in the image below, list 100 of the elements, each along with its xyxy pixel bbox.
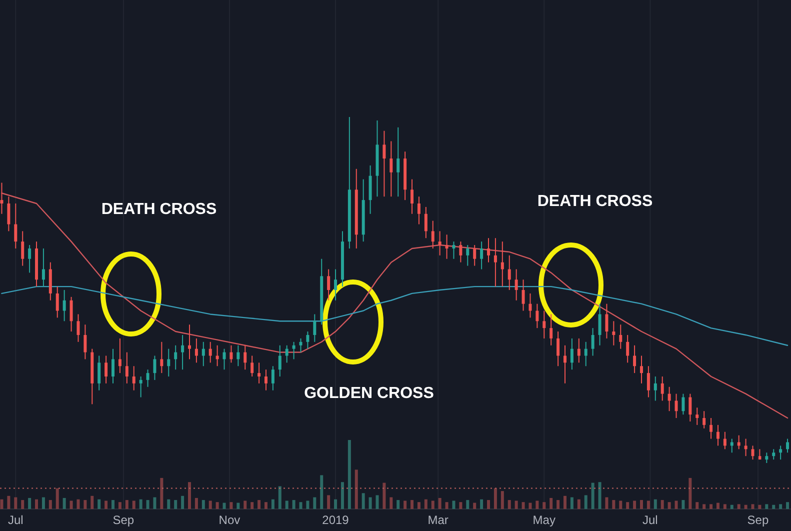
candlestick — [417, 196, 420, 225]
candlestick — [564, 344, 566, 384]
bar — [660, 500, 664, 509]
bar — [98, 499, 101, 509]
bar — [640, 500, 643, 509]
candlestick — [327, 268, 330, 301]
candlestick — [70, 296, 73, 332]
bar — [84, 500, 87, 509]
bar — [194, 498, 198, 509]
bar — [536, 500, 539, 509]
bar — [410, 500, 414, 509]
candlestick — [786, 438, 790, 454]
bar — [716, 502, 720, 509]
bar — [167, 499, 170, 509]
bar — [612, 500, 616, 509]
bar — [181, 496, 184, 509]
bar — [556, 500, 560, 509]
candlestick — [500, 241, 504, 288]
x-tick-label: May — [532, 513, 556, 527]
bar — [765, 504, 768, 509]
bar — [466, 500, 470, 509]
bar — [104, 500, 108, 509]
bar — [250, 502, 254, 509]
candlestick — [125, 352, 128, 384]
bar — [633, 500, 636, 509]
x-tick-label: Jul — [642, 513, 658, 527]
candlestick — [292, 341, 296, 360]
bar — [264, 502, 268, 509]
candlestick — [188, 324, 191, 360]
candlestick — [688, 393, 692, 422]
bar — [390, 497, 393, 509]
candlestick — [431, 220, 434, 249]
bar — [779, 504, 782, 509]
candlestick — [299, 338, 302, 353]
candlestick — [118, 338, 122, 374]
bar — [174, 500, 178, 509]
candlestick — [591, 328, 594, 356]
candlestick — [76, 314, 80, 342]
bar — [480, 499, 484, 509]
annotation: DEATH CROSS — [537, 192, 653, 210]
candlestick — [682, 393, 685, 416]
candlestick — [28, 244, 32, 274]
candlestick — [626, 334, 630, 364]
candlestick — [202, 341, 205, 367]
candlestick — [271, 366, 274, 391]
bar — [153, 497, 156, 509]
bar — [327, 495, 330, 509]
x-tick-label: Nov — [218, 513, 240, 527]
x-tick-label: Sep — [112, 513, 134, 527]
x-tick-label: 2019 — [322, 513, 350, 527]
candlestick — [181, 334, 184, 370]
candlestick — [633, 344, 636, 374]
candlestick — [216, 344, 219, 367]
candlestick — [660, 376, 664, 402]
candlestick — [139, 376, 142, 398]
candlestick — [236, 344, 240, 367]
candlestick — [382, 130, 386, 198]
bar — [146, 500, 150, 509]
candlestick — [146, 369, 150, 388]
bar — [299, 502, 302, 509]
candlestick — [480, 241, 484, 270]
bar — [188, 482, 191, 509]
candlestick — [723, 431, 726, 450]
bar — [313, 497, 316, 509]
bar — [292, 500, 296, 509]
candlestick — [174, 344, 178, 370]
bar — [487, 500, 490, 509]
candlestick — [264, 369, 268, 391]
candlestick — [466, 244, 470, 266]
candlestick — [744, 438, 748, 457]
candlestick — [522, 279, 525, 312]
candlestick — [668, 386, 671, 412]
bar — [278, 486, 282, 509]
candlestick — [334, 268, 338, 301]
bar — [758, 504, 762, 509]
candlestick — [542, 310, 546, 339]
bar — [396, 500, 400, 509]
bar — [42, 497, 45, 509]
candlestick — [160, 341, 164, 374]
bar — [48, 500, 52, 509]
x-tick-label: Sep — [747, 513, 769, 527]
candlestick — [598, 303, 602, 346]
bar — [348, 440, 351, 509]
candlestick — [21, 230, 24, 266]
bar — [751, 504, 754, 509]
x-tick-label: Jul — [8, 513, 24, 527]
candlestick — [584, 341, 588, 367]
bar — [320, 475, 324, 509]
bar — [14, 497, 18, 509]
bar — [564, 496, 566, 509]
candlestick — [250, 355, 254, 377]
candlestick — [132, 366, 136, 391]
candlestick — [494, 238, 497, 288]
candlestick — [390, 140, 393, 198]
bar — [417, 502, 420, 509]
bar — [112, 500, 114, 509]
candlestick — [244, 344, 247, 370]
bar — [459, 502, 462, 509]
candlestick — [612, 320, 616, 346]
annotation: GOLDEN CROSS — [304, 384, 434, 402]
